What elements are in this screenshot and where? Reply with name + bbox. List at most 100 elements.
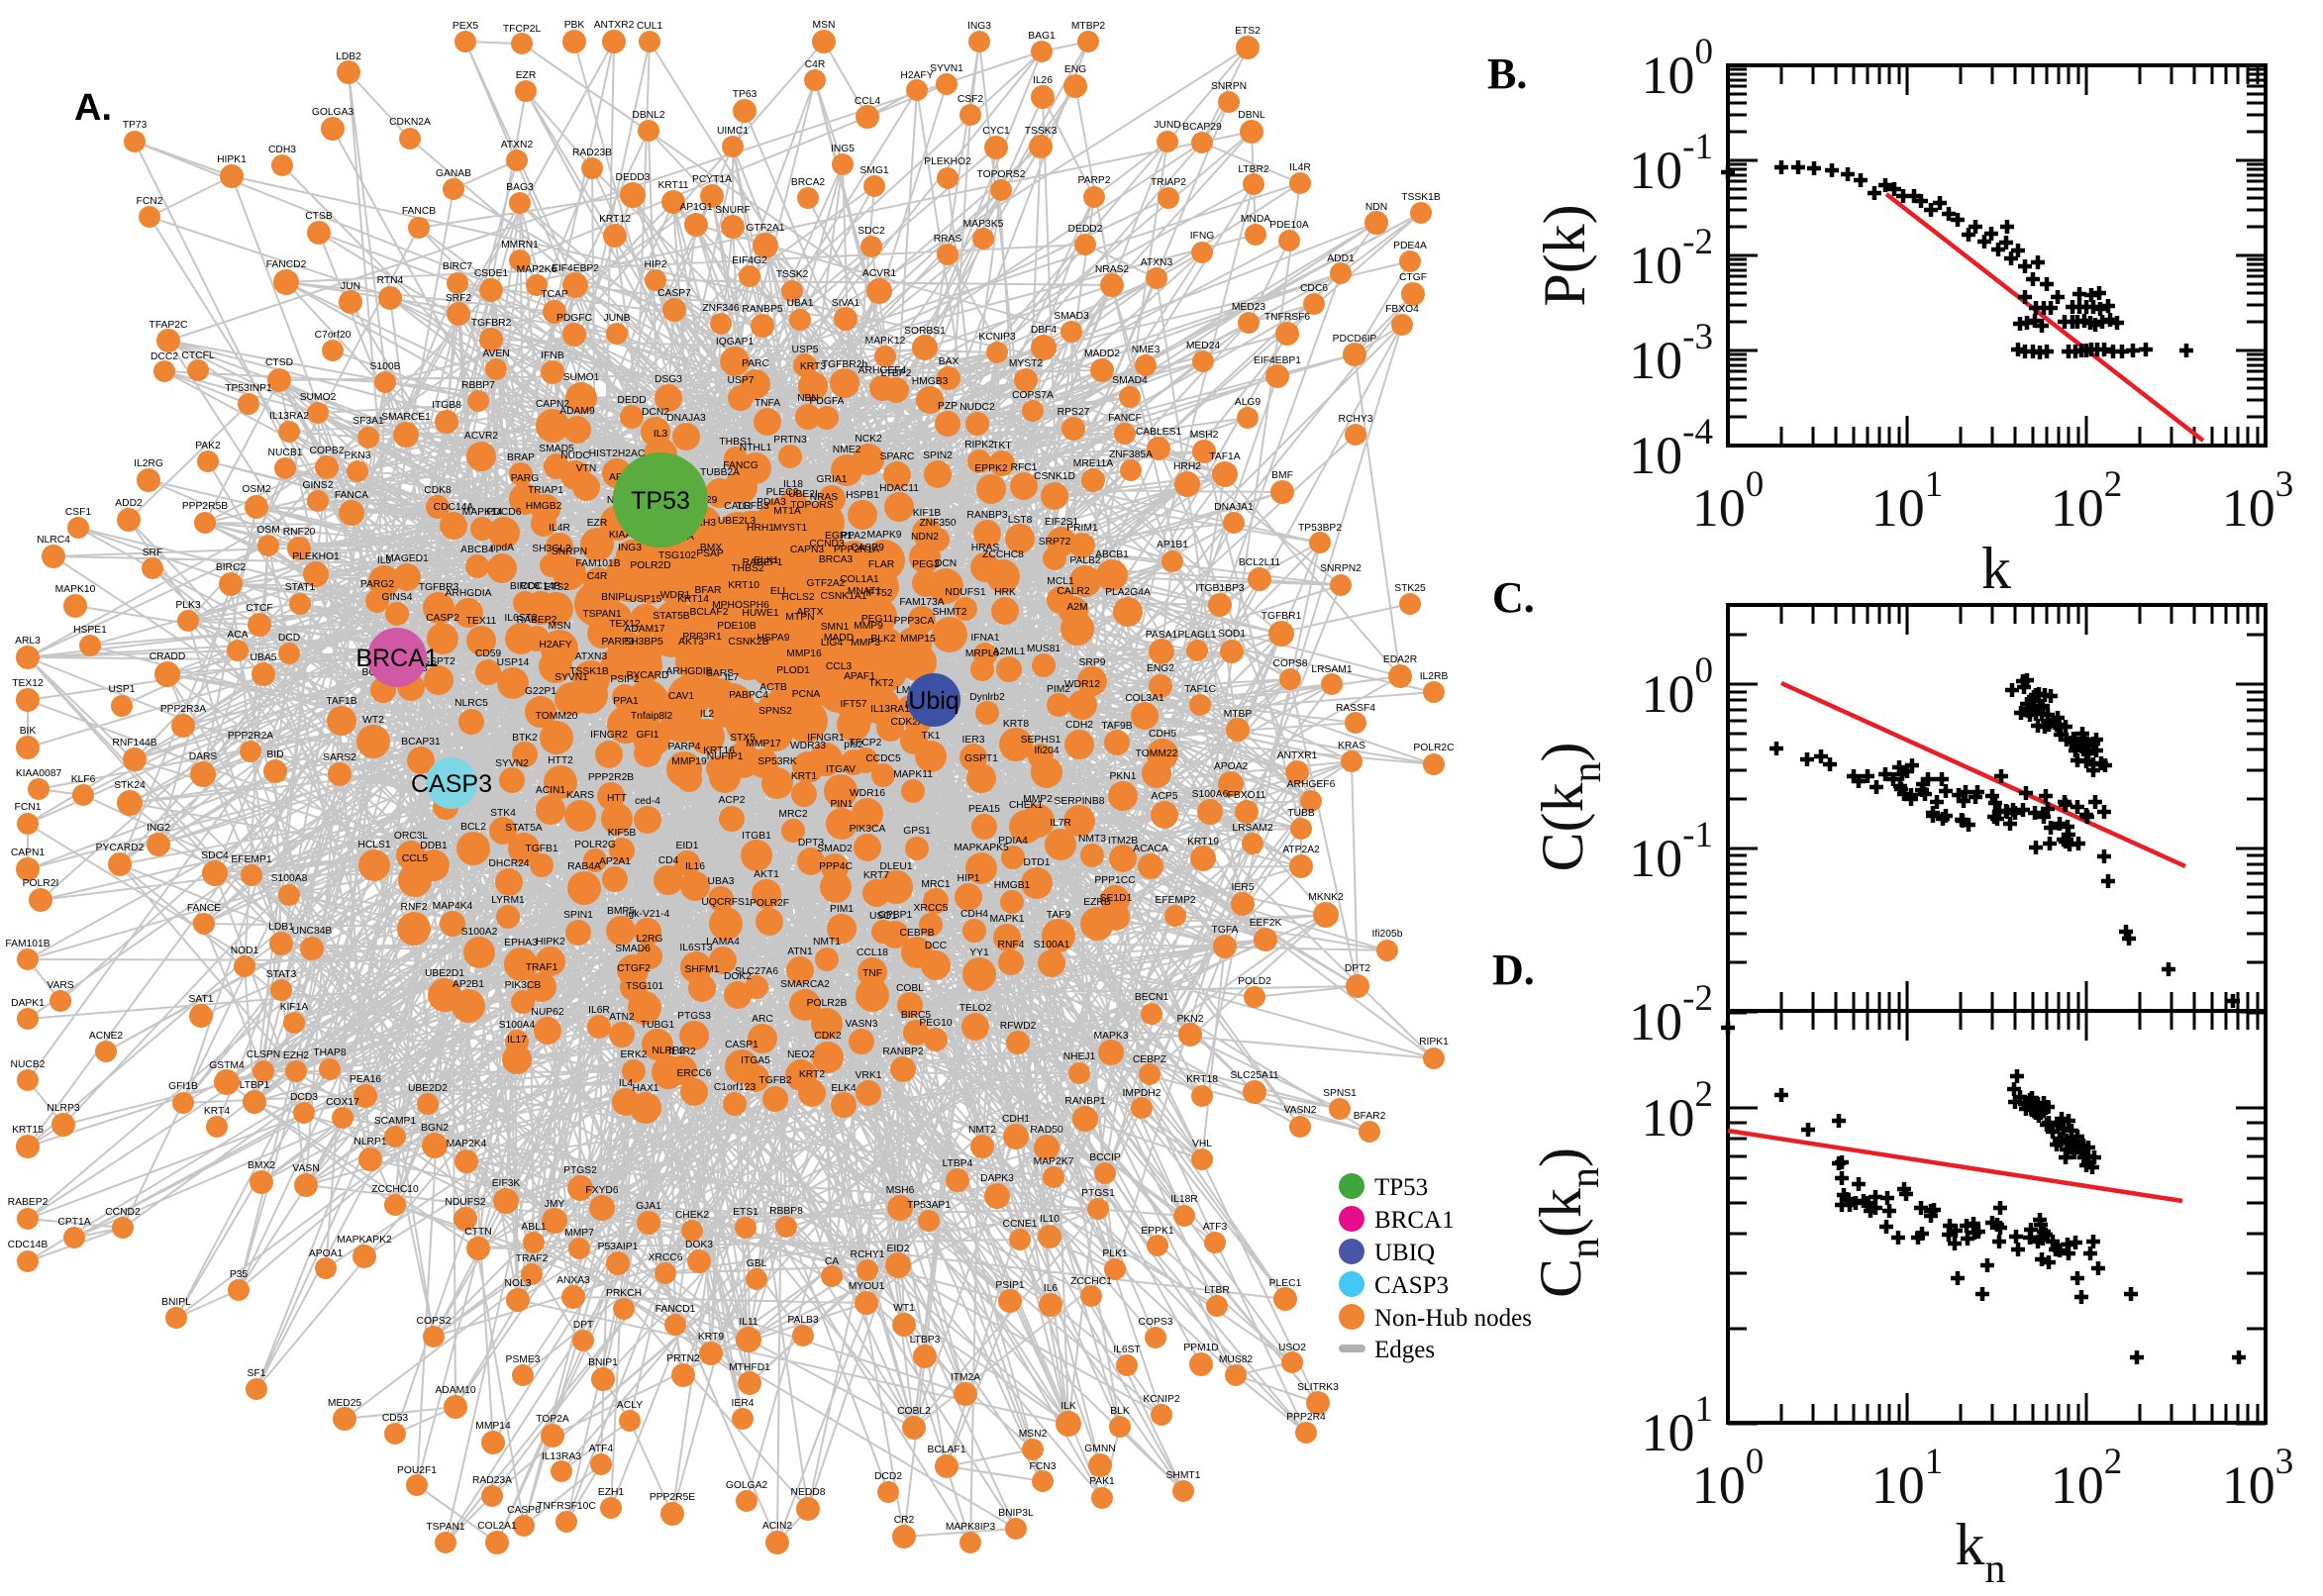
svg-text:BRCA1: BRCA1 xyxy=(355,645,438,672)
svg-text:KRT10: KRT10 xyxy=(728,580,759,591)
svg-text:RAD23A: RAD23A xyxy=(472,1475,512,1486)
svg-text:PIM1: PIM1 xyxy=(830,904,854,915)
svg-text:RASSF4: RASSF4 xyxy=(1336,703,1375,714)
svg-text:CCL5: CCL5 xyxy=(402,853,429,864)
svg-text:COL2A1: COL2A1 xyxy=(477,1521,517,1532)
svg-text:C7orf20: C7orf20 xyxy=(315,330,352,341)
svg-text:HIST2H2AC: HIST2H2AC xyxy=(589,449,646,459)
svg-text:JUND: JUND xyxy=(1154,120,1180,131)
svg-text:NMT2: NMT2 xyxy=(968,1125,996,1136)
svg-text:DCN2: DCN2 xyxy=(642,407,669,418)
svg-text:CDH3: CDH3 xyxy=(268,145,296,155)
svg-text:AP2A1: AP2A1 xyxy=(599,856,631,867)
svg-text:ARHGDIB: ARHGDIB xyxy=(666,666,713,677)
svg-text:CRADD: CRADD xyxy=(150,651,186,662)
svg-text:NCK2: NCK2 xyxy=(855,434,882,445)
svg-text:NME2: NME2 xyxy=(833,445,861,455)
svg-text:NMT3: NMT3 xyxy=(1078,834,1106,845)
svg-text:PLOD1: PLOD1 xyxy=(776,665,810,676)
svg-text:ARHGDIA: ARHGDIA xyxy=(446,588,492,599)
svg-text:MED24: MED24 xyxy=(1186,341,1221,351)
svg-text:Igk-V21-4: Igk-V21-4 xyxy=(626,909,670,920)
svg-text:C.: C. xyxy=(1492,573,1535,622)
svg-text:MED23: MED23 xyxy=(1232,302,1266,313)
svg-text:KRT9: KRT9 xyxy=(698,1332,724,1343)
svg-text:COPS7A: COPS7A xyxy=(1012,390,1054,401)
svg-text:ORC3L: ORC3L xyxy=(394,831,429,842)
svg-text:PIM2: PIM2 xyxy=(1047,684,1070,695)
svg-text:XRCC5: XRCC5 xyxy=(914,903,949,914)
svg-text:CASP6: CASP6 xyxy=(507,1505,541,1516)
svg-text:SAT1: SAT1 xyxy=(189,994,214,1005)
svg-text:CDK2AP1: CDK2AP1 xyxy=(891,717,938,728)
svg-text:PPP2R1A: PPP2R1A xyxy=(834,545,879,555)
svg-text:PPA1: PPA1 xyxy=(613,696,639,707)
svg-text:SRF: SRF xyxy=(143,548,163,558)
svg-text:MCL1: MCL1 xyxy=(1047,576,1074,587)
svg-text:SHMT1: SHMT1 xyxy=(1166,1470,1201,1481)
svg-text:KRT7: KRT7 xyxy=(863,870,889,881)
svg-text:MMP19: MMP19 xyxy=(671,756,707,767)
svg-text:JMY: JMY xyxy=(545,1199,565,1210)
svg-text:DSG3: DSG3 xyxy=(655,374,682,385)
svg-text:CR2: CR2 xyxy=(894,1515,915,1526)
svg-text:COL3A1: COL3A1 xyxy=(1125,693,1164,704)
svg-text:EID1: EID1 xyxy=(676,841,699,851)
svg-text:FANCD2: FANCD2 xyxy=(266,259,307,270)
svg-text:ZNF346: ZNF346 xyxy=(702,303,739,314)
svg-text:TP73: TP73 xyxy=(123,120,148,131)
svg-text:KIAA0087: KIAA0087 xyxy=(16,768,62,779)
svg-text:MRE11A: MRE11A xyxy=(1073,458,1114,469)
svg-text:FAM101B: FAM101B xyxy=(575,558,620,569)
svg-text:MMP17: MMP17 xyxy=(746,739,781,749)
svg-text:MADD: MADD xyxy=(824,633,854,644)
svg-text:PLEC1: PLEC1 xyxy=(1269,1278,1302,1289)
svg-text:SMN1: SMN1 xyxy=(821,622,850,633)
svg-text:PPA2: PPA2 xyxy=(841,531,866,542)
svg-text:TOPORS: TOPORS xyxy=(790,500,833,511)
svg-text:TAF1B: TAF1B xyxy=(326,696,356,707)
svg-text:ABL1: ABL1 xyxy=(521,1222,546,1233)
svg-text:ZCCHC10: ZCCHC10 xyxy=(371,1184,419,1195)
svg-text:BCL2: BCL2 xyxy=(460,822,486,833)
svg-text:BRCA1: BRCA1 xyxy=(1374,1207,1455,1234)
svg-text:SYVN1: SYVN1 xyxy=(555,672,588,683)
svg-text:CCL18: CCL18 xyxy=(857,948,888,958)
svg-text:SF3A1: SF3A1 xyxy=(353,416,384,427)
svg-text:L2RG: L2RG xyxy=(637,934,663,945)
svg-text:FANCF: FANCF xyxy=(1108,413,1142,424)
svg-text:RCHY1: RCHY1 xyxy=(851,1249,885,1260)
svg-text:AP1B1: AP1B1 xyxy=(1157,540,1188,550)
svg-text:ELK1: ELK1 xyxy=(754,555,778,566)
svg-text:ENG2: ENG2 xyxy=(1147,663,1174,674)
svg-text:CCNE1: CCNE1 xyxy=(1003,1219,1038,1230)
svg-text:GRIA1: GRIA1 xyxy=(817,474,848,485)
svg-text:BAX: BAX xyxy=(939,356,960,367)
svg-text:S100A1: S100A1 xyxy=(1034,940,1070,950)
svg-text:NHEJ1: NHEJ1 xyxy=(1063,1051,1096,1062)
svg-text:LAMA4: LAMA4 xyxy=(706,937,740,948)
svg-text:LST8: LST8 xyxy=(1008,515,1033,526)
svg-text:MYST1: MYST1 xyxy=(773,523,808,534)
svg-text:KRT1: KRT1 xyxy=(791,771,817,782)
svg-text:EZH2: EZH2 xyxy=(283,1050,310,1061)
svg-text:CD59: CD59 xyxy=(475,648,502,659)
svg-text:TFAP2C: TFAP2C xyxy=(150,320,188,331)
svg-text:COBL2: COBL2 xyxy=(897,1406,931,1417)
svg-text:ATF4: ATF4 xyxy=(589,1444,614,1454)
svg-text:SF1: SF1 xyxy=(248,1368,266,1379)
svg-text:IER4: IER4 xyxy=(732,1398,755,1409)
svg-text:SE1D1: SE1D1 xyxy=(1100,893,1133,904)
svg-text:SMAD2: SMAD2 xyxy=(817,844,853,854)
svg-text:BLK: BLK xyxy=(1110,1406,1130,1417)
svg-text:BMF: BMF xyxy=(1271,470,1293,481)
svg-text:FAM173A: FAM173A xyxy=(899,597,944,608)
svg-text:ARL3: ARL3 xyxy=(15,636,41,647)
svg-text:Edges: Edges xyxy=(1374,1337,1435,1363)
svg-text:PIK3CA: PIK3CA xyxy=(850,824,886,835)
svg-text:BNIP3L: BNIP3L xyxy=(998,1508,1034,1519)
svg-text:DTD1: DTD1 xyxy=(1024,857,1051,868)
svg-text:PLA2G4A: PLA2G4A xyxy=(1105,587,1151,598)
svg-text:SPARC: SPARC xyxy=(880,451,915,462)
svg-text:ETS2: ETS2 xyxy=(1235,26,1261,37)
